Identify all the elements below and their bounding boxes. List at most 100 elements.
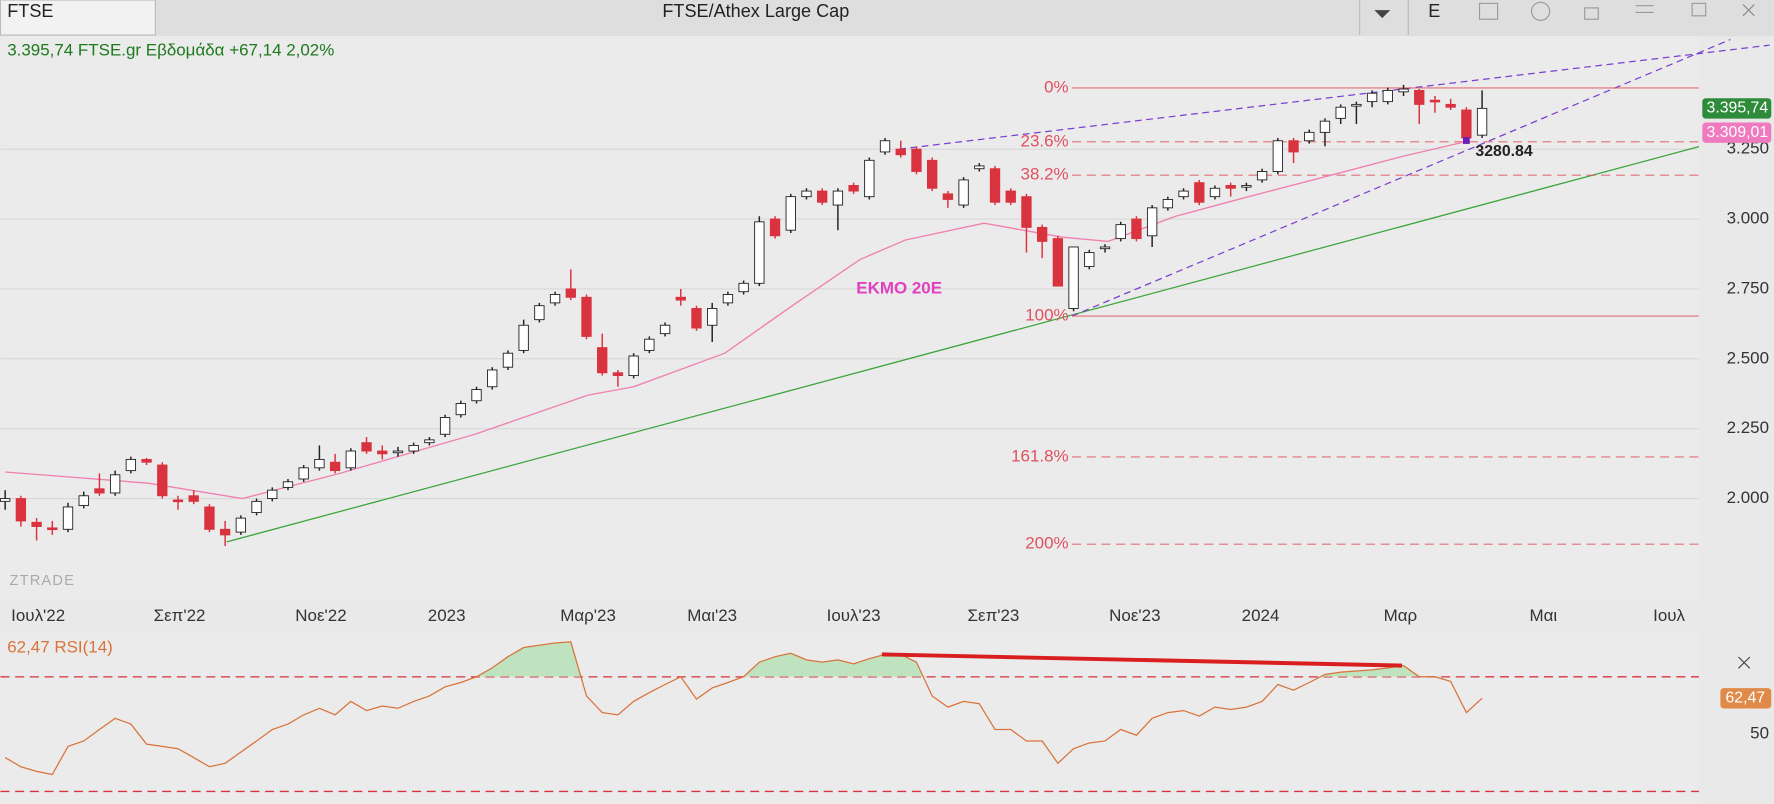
candle-body — [125, 458, 137, 472]
candle-body — [377, 450, 388, 455]
y-tick-label: 3.000 — [1727, 209, 1769, 228]
candle-body — [754, 221, 765, 284]
price-badge — [1702, 98, 1772, 119]
candle-body — [424, 439, 435, 444]
candle-body — [487, 369, 498, 388]
candle-body — [989, 168, 1001, 203]
candle-body — [471, 389, 482, 402]
candle-body — [565, 288, 576, 298]
candle-body — [1461, 109, 1472, 139]
icon-menu[interactable] — [1635, 5, 1654, 14]
candle-body — [1414, 89, 1425, 105]
candle-body — [329, 461, 341, 472]
x-tick-label: Ιουλ'22 — [11, 606, 65, 625]
candle-body — [47, 527, 58, 531]
candle-body — [534, 305, 545, 321]
price-badge-label: 3.395,74 — [1707, 100, 1769, 117]
rsi-tick-label: 50 — [1750, 724, 1769, 743]
candle-body — [817, 190, 828, 203]
rsi-title: 62,47 RSI(14) — [7, 637, 113, 656]
candle-body — [408, 444, 419, 452]
candle-body — [707, 308, 718, 326]
candle-body — [109, 474, 121, 494]
candle-body — [1382, 89, 1393, 103]
x-tick-label: Νοε'22 — [295, 606, 346, 625]
candle-body — [235, 517, 247, 533]
candle-body — [1335, 106, 1346, 119]
trendline — [1071, 38, 1731, 317]
annotation-label: 3280.84 — [1475, 143, 1532, 160]
candle-body — [31, 521, 42, 527]
candle-body — [927, 159, 938, 189]
icon-restore[interactable] — [1691, 2, 1707, 17]
rsi-close[interactable] — [1738, 656, 1751, 669]
rsi-divergence — [881, 652, 1402, 668]
x-tick-label: Μαρ — [1384, 606, 1418, 625]
dropdown-button[interactable] — [1374, 10, 1391, 19]
candle-body — [204, 506, 215, 530]
candle-body — [361, 442, 372, 452]
price-badge — [1702, 122, 1772, 143]
candle-body — [958, 179, 969, 206]
icon-close[interactable] — [1742, 4, 1755, 17]
e-button[interactable]: E — [1428, 1, 1440, 21]
candle-body — [879, 140, 891, 153]
candle-body — [282, 481, 294, 488]
candle-body — [392, 450, 404, 454]
rsi-line — [4, 641, 1483, 776]
header: 3.395,74 FTSE.gr Εβδομάδα +67,14 2,02% — [7, 40, 334, 59]
candle-body — [769, 218, 781, 237]
watermark: ZTRADE — [9, 573, 75, 589]
candle-body — [1068, 246, 1079, 309]
candle-body — [219, 528, 231, 536]
candle-body — [1162, 198, 1174, 209]
y-tick-label: 3.250 — [1727, 139, 1769, 158]
icon-comment[interactable] — [1530, 1, 1551, 21]
candle-body — [1052, 238, 1064, 287]
candle-body — [172, 499, 184, 503]
candle-body — [1178, 190, 1189, 198]
candle-body — [675, 296, 686, 301]
rsi-overbought-fill — [476, 641, 1420, 677]
candle-body — [1398, 88, 1409, 93]
icon-panel[interactable] — [1478, 2, 1499, 20]
candle-body — [1429, 99, 1441, 103]
tab-label: FTSE — [7, 1, 53, 21]
candle-body — [1351, 103, 1362, 107]
candle-body — [628, 355, 639, 377]
window-title: FTSE/Athex Large Cap — [662, 1, 849, 21]
candle-body — [15, 498, 27, 522]
price-plot — [0, 36, 1699, 600]
fib-label: 100% — [1025, 306, 1068, 325]
icon-lock[interactable] — [1584, 7, 1599, 20]
moving-average — [5, 140, 1470, 500]
candle-body — [314, 458, 325, 469]
candle-body — [848, 185, 859, 192]
candle-body — [1021, 196, 1032, 228]
candle-body — [1319, 120, 1331, 133]
x-tick-label: Σεπ'22 — [154, 606, 206, 625]
rsi-badge-label: 62,47 — [1725, 690, 1765, 707]
candle-body — [549, 294, 561, 304]
candle-body — [141, 458, 152, 463]
candle-body — [1225, 185, 1236, 189]
x-tick-label: Νοε'23 — [1109, 606, 1160, 625]
candle-body — [974, 165, 985, 170]
candle-body — [298, 467, 309, 480]
candle-body — [455, 403, 466, 416]
annotation-point — [1462, 137, 1470, 144]
candle-body — [1084, 252, 1095, 267]
candle-body — [942, 193, 954, 200]
candle-body — [1194, 182, 1205, 203]
price-badge-label: 3.309,01 — [1707, 124, 1769, 141]
tab[interactable] — [0, 0, 156, 36]
candle-body — [1005, 190, 1016, 203]
candle-body — [644, 338, 655, 351]
candle-body — [1241, 185, 1252, 188]
candle-body — [738, 282, 749, 293]
x-tick-label: Μαι — [1530, 606, 1558, 625]
candle-body — [1131, 218, 1142, 240]
x-tick-label: 2024 — [1242, 606, 1280, 625]
candle-body — [659, 324, 671, 335]
